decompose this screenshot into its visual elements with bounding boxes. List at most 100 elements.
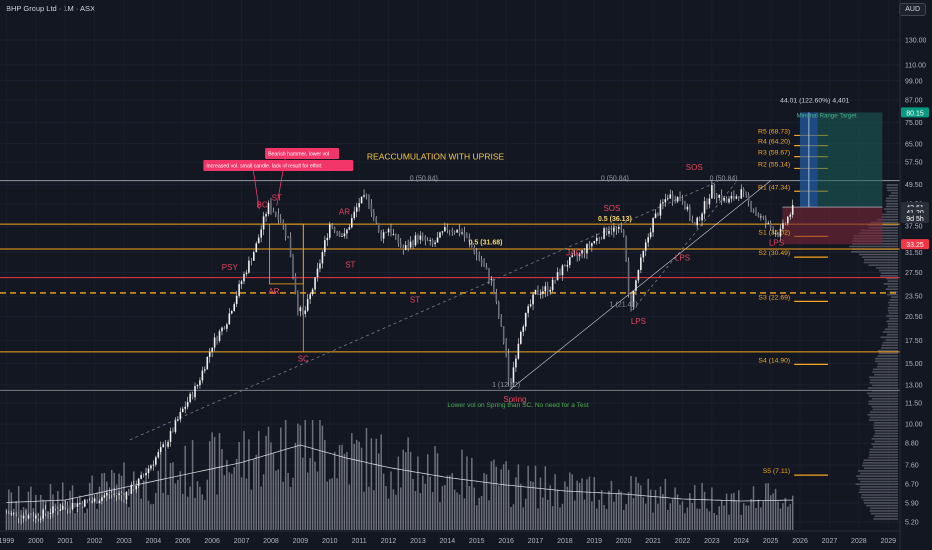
volume-bar — [488, 500, 490, 530]
candle-body — [360, 196, 363, 204]
volume-bar — [289, 486, 292, 530]
x-tick-label: 2029 — [880, 538, 896, 545]
candle-body — [583, 250, 586, 254]
profile-bar — [887, 280, 898, 282]
candle-body — [74, 502, 76, 507]
volume-bar — [620, 491, 622, 530]
volume-ma-line — [6, 444, 793, 503]
profile-bar — [869, 381, 898, 384]
candle-body — [311, 289, 314, 295]
candle-body — [230, 310, 233, 314]
candle-body — [610, 231, 613, 232]
profile-bar — [880, 272, 898, 274]
volume-bar — [520, 483, 522, 530]
volume-bar — [368, 486, 370, 530]
candle-body — [358, 203, 360, 208]
profile-bar — [851, 251, 898, 253]
profile-bar — [874, 440, 898, 443]
profile-bar — [861, 494, 898, 496]
candle-body — [91, 501, 93, 503]
volume-bar — [586, 479, 588, 530]
candle-body — [245, 272, 248, 275]
profile-bar — [887, 285, 898, 288]
candle-body — [294, 275, 297, 294]
candle-body — [309, 294, 311, 300]
candle-body — [96, 498, 98, 504]
price-badge — [901, 212, 929, 223]
volume-bar — [233, 467, 235, 530]
candle-body — [603, 228, 605, 239]
spring-note: Lower vol on Spring than SC. No need for… — [447, 402, 589, 409]
volume-bar — [772, 493, 774, 530]
x-tick-label: 2018 — [557, 538, 573, 545]
candle-body — [529, 304, 532, 307]
candle-body — [715, 194, 718, 198]
candle-body — [88, 500, 91, 502]
profile-bar — [862, 256, 898, 258]
wyckoff-label: AR — [339, 208, 350, 217]
candle-body — [302, 307, 304, 314]
candle-body — [659, 203, 662, 216]
profile-bar — [887, 307, 898, 309]
profile-bar — [885, 197, 898, 200]
grid — [0, 39, 900, 523]
candle-body — [79, 503, 81, 504]
volume-bar — [554, 474, 556, 530]
volume-bar — [598, 499, 600, 530]
candle-body — [542, 291, 544, 294]
volume-bar — [605, 509, 608, 530]
profile-bar — [881, 216, 898, 218]
volume-bar — [319, 420, 321, 530]
profile-bar — [886, 320, 898, 323]
volume-bar — [270, 442, 272, 530]
fib-label: 0.5 (31.68) — [469, 239, 503, 246]
profile-bar — [882, 341, 898, 344]
candle-body — [353, 211, 356, 219]
candle-body — [42, 509, 44, 519]
candle-body — [708, 198, 711, 205]
volume-bar — [618, 489, 620, 530]
volume-bar — [662, 494, 664, 530]
volume-bar — [664, 478, 667, 530]
volume-bar — [537, 508, 539, 530]
volume-bar — [498, 485, 500, 530]
x-tick-label: 2025 — [763, 538, 779, 545]
candle-body — [233, 304, 236, 311]
x-tick-label: 2007 — [234, 538, 250, 545]
volume-bar — [649, 489, 652, 530]
volume-bar — [735, 501, 738, 530]
volume-bar — [86, 508, 88, 530]
volume-bar — [223, 475, 226, 530]
candle-body — [569, 257, 571, 266]
candle-body — [505, 342, 507, 354]
pivot-label: R1 (47.34) — [758, 184, 790, 191]
candle-body — [382, 232, 385, 239]
candle-body — [515, 358, 517, 368]
wyckoff-label: ST — [345, 260, 355, 269]
x-tick-label: 2026 — [792, 538, 808, 545]
profile-bar — [876, 267, 898, 269]
volume-bar — [671, 499, 674, 530]
profile-bar — [871, 443, 898, 445]
candle-body — [93, 498, 96, 502]
volume-bar — [125, 500, 128, 530]
volume-bar — [338, 445, 341, 530]
volume-bar — [515, 477, 517, 530]
candle-body — [373, 212, 375, 218]
y-tick-label: 5.20 — [905, 520, 919, 527]
volume-bar — [59, 503, 62, 530]
candle-body — [319, 263, 321, 269]
profile-bar — [863, 259, 898, 261]
volume-bar — [652, 512, 654, 530]
volume-bars — [5, 420, 794, 530]
candle-body — [434, 242, 436, 245]
volume-bar — [255, 454, 258, 530]
profile-bar — [873, 435, 898, 437]
candle-body — [564, 265, 566, 267]
y-tick-label: 8.80 — [905, 441, 919, 448]
profile-bar — [877, 218, 898, 221]
volume-bar — [328, 479, 331, 530]
candle-body — [723, 198, 725, 201]
volume-bar — [698, 508, 701, 530]
